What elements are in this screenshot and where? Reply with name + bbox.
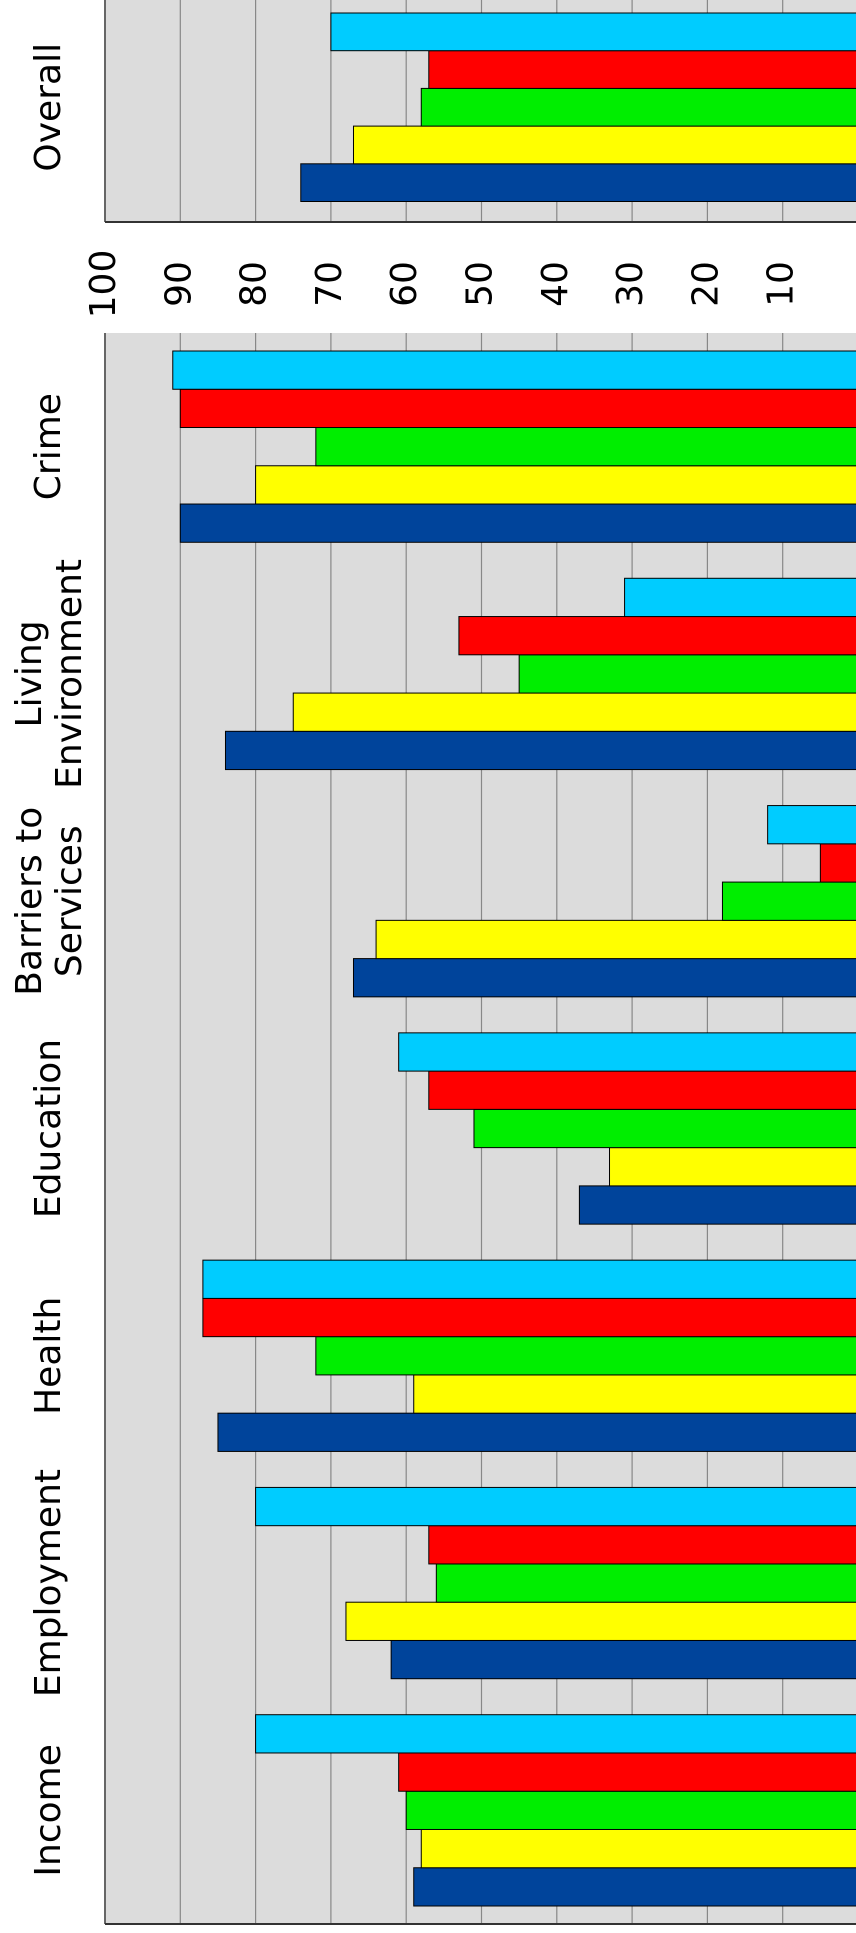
bar	[172, 350, 856, 390]
category-label: Crime	[28, 393, 69, 500]
bar	[315, 427, 856, 467]
bar	[398, 1032, 856, 1072]
x-tick-label: 70	[309, 261, 350, 307]
bar	[458, 616, 856, 656]
x-tick-label: 90	[158, 261, 199, 307]
bar	[217, 1412, 856, 1452]
bar	[292, 692, 856, 732]
category-label-line: Environment	[49, 559, 90, 789]
bar	[428, 1525, 856, 1565]
category-label: Barriers toServices	[9, 807, 90, 996]
bar	[420, 1828, 856, 1869]
bar	[375, 919, 856, 960]
x-tick-label: 60	[384, 261, 425, 307]
x-tick-label: 50	[460, 261, 501, 307]
x-tick-label: 40	[535, 261, 576, 307]
bar	[767, 805, 856, 845]
bar	[390, 1639, 856, 1680]
bar	[255, 1714, 856, 1754]
category-label: LivingEnvironment	[9, 559, 90, 789]
bar	[352, 125, 856, 165]
bar	[224, 730, 856, 771]
x-tick-label: 30	[610, 261, 651, 307]
x-tick-label: 10	[761, 261, 802, 307]
bar	[413, 1867, 856, 1907]
x-tick-label: 100	[83, 250, 124, 319]
bar	[609, 1147, 856, 1187]
bar	[202, 1297, 856, 1338]
category-label: Overall	[28, 43, 69, 172]
bar	[398, 1752, 856, 1792]
x-tick-label: 80	[234, 261, 275, 307]
bar	[255, 1486, 856, 1527]
bar	[315, 1336, 856, 1376]
category-label: Income	[28, 1744, 69, 1876]
bar	[819, 843, 856, 883]
bar	[428, 50, 856, 89]
category-label-line: Services	[49, 825, 90, 977]
bar	[345, 1601, 856, 1641]
category-label-line: Living	[9, 620, 50, 727]
bar	[300, 163, 856, 203]
bar	[435, 1563, 856, 1603]
bar	[179, 503, 856, 543]
bar	[578, 1185, 856, 1225]
bar	[473, 1108, 856, 1149]
bar	[721, 881, 856, 921]
bar	[202, 1259, 856, 1299]
bar	[352, 958, 856, 998]
bar	[413, 1374, 856, 1414]
bar	[518, 654, 856, 694]
category-label: Employment	[28, 1469, 69, 1697]
category-label: Education	[28, 1039, 69, 1218]
bar	[428, 1070, 856, 1110]
bar	[405, 1790, 856, 1830]
category-label-line: Barriers to	[9, 807, 50, 996]
bar	[624, 577, 856, 618]
category-label: Health	[28, 1297, 69, 1415]
bar	[255, 465, 856, 505]
bar	[420, 87, 856, 127]
bar	[179, 388, 856, 429]
x-tick-label: 20	[685, 261, 726, 307]
bar	[330, 12, 856, 52]
